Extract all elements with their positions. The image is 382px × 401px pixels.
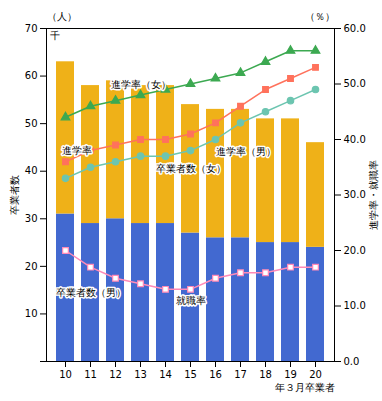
svg-text:10: 10 xyxy=(25,308,38,319)
svg-text:19: 19 xyxy=(284,369,297,380)
svg-text:0.0: 0.0 xyxy=(344,356,360,367)
svg-text:17: 17 xyxy=(234,369,247,380)
svg-text:11: 11 xyxy=(84,369,97,380)
svg-text:千: 千 xyxy=(50,30,60,41)
svg-text:就職率: 就職率 xyxy=(176,295,206,306)
svg-text:30: 30 xyxy=(25,213,38,224)
svg-text:進学率・就職率: 進学率・就職率 xyxy=(368,160,379,230)
svg-text:進学率（男）: 進学率（男） xyxy=(216,146,276,157)
svg-text:進学率: 進学率 xyxy=(62,145,92,156)
svg-text:10.0: 10.0 xyxy=(344,300,366,311)
svg-text:20: 20 xyxy=(25,261,38,272)
svg-text:12: 12 xyxy=(109,369,122,380)
svg-text:50.0: 50.0 xyxy=(344,78,366,89)
svg-text:14: 14 xyxy=(159,369,172,380)
svg-text:13: 13 xyxy=(134,369,147,380)
svg-text:16: 16 xyxy=(209,369,222,380)
svg-text:40.0: 40.0 xyxy=(344,134,366,145)
svg-text:20.0: 20.0 xyxy=(344,245,366,256)
svg-text:18: 18 xyxy=(259,369,272,380)
svg-text:卒業者数（女）: 卒業者数（女） xyxy=(156,163,226,174)
svg-text:卒業者数（男）: 卒業者数（男） xyxy=(56,287,126,298)
svg-text:40: 40 xyxy=(25,165,38,176)
svg-text:60.0: 60.0 xyxy=(344,23,366,34)
svg-text:70: 70 xyxy=(25,23,38,34)
svg-text:卒業者数: 卒業者数 xyxy=(9,175,20,215)
svg-text:50: 50 xyxy=(25,118,38,129)
svg-text:進学率（女）: 進学率（女） xyxy=(111,79,171,90)
svg-text:年３月卒業者: 年３月卒業者 xyxy=(275,382,335,393)
svg-text:（％）: （％） xyxy=(305,11,335,22)
svg-text:20: 20 xyxy=(309,369,322,380)
svg-text:30.0: 30.0 xyxy=(344,189,366,200)
svg-text:15: 15 xyxy=(184,369,197,380)
svg-text:（人）: （人） xyxy=(47,11,77,22)
svg-text:60: 60 xyxy=(25,70,38,81)
svg-text:10: 10 xyxy=(59,369,72,380)
